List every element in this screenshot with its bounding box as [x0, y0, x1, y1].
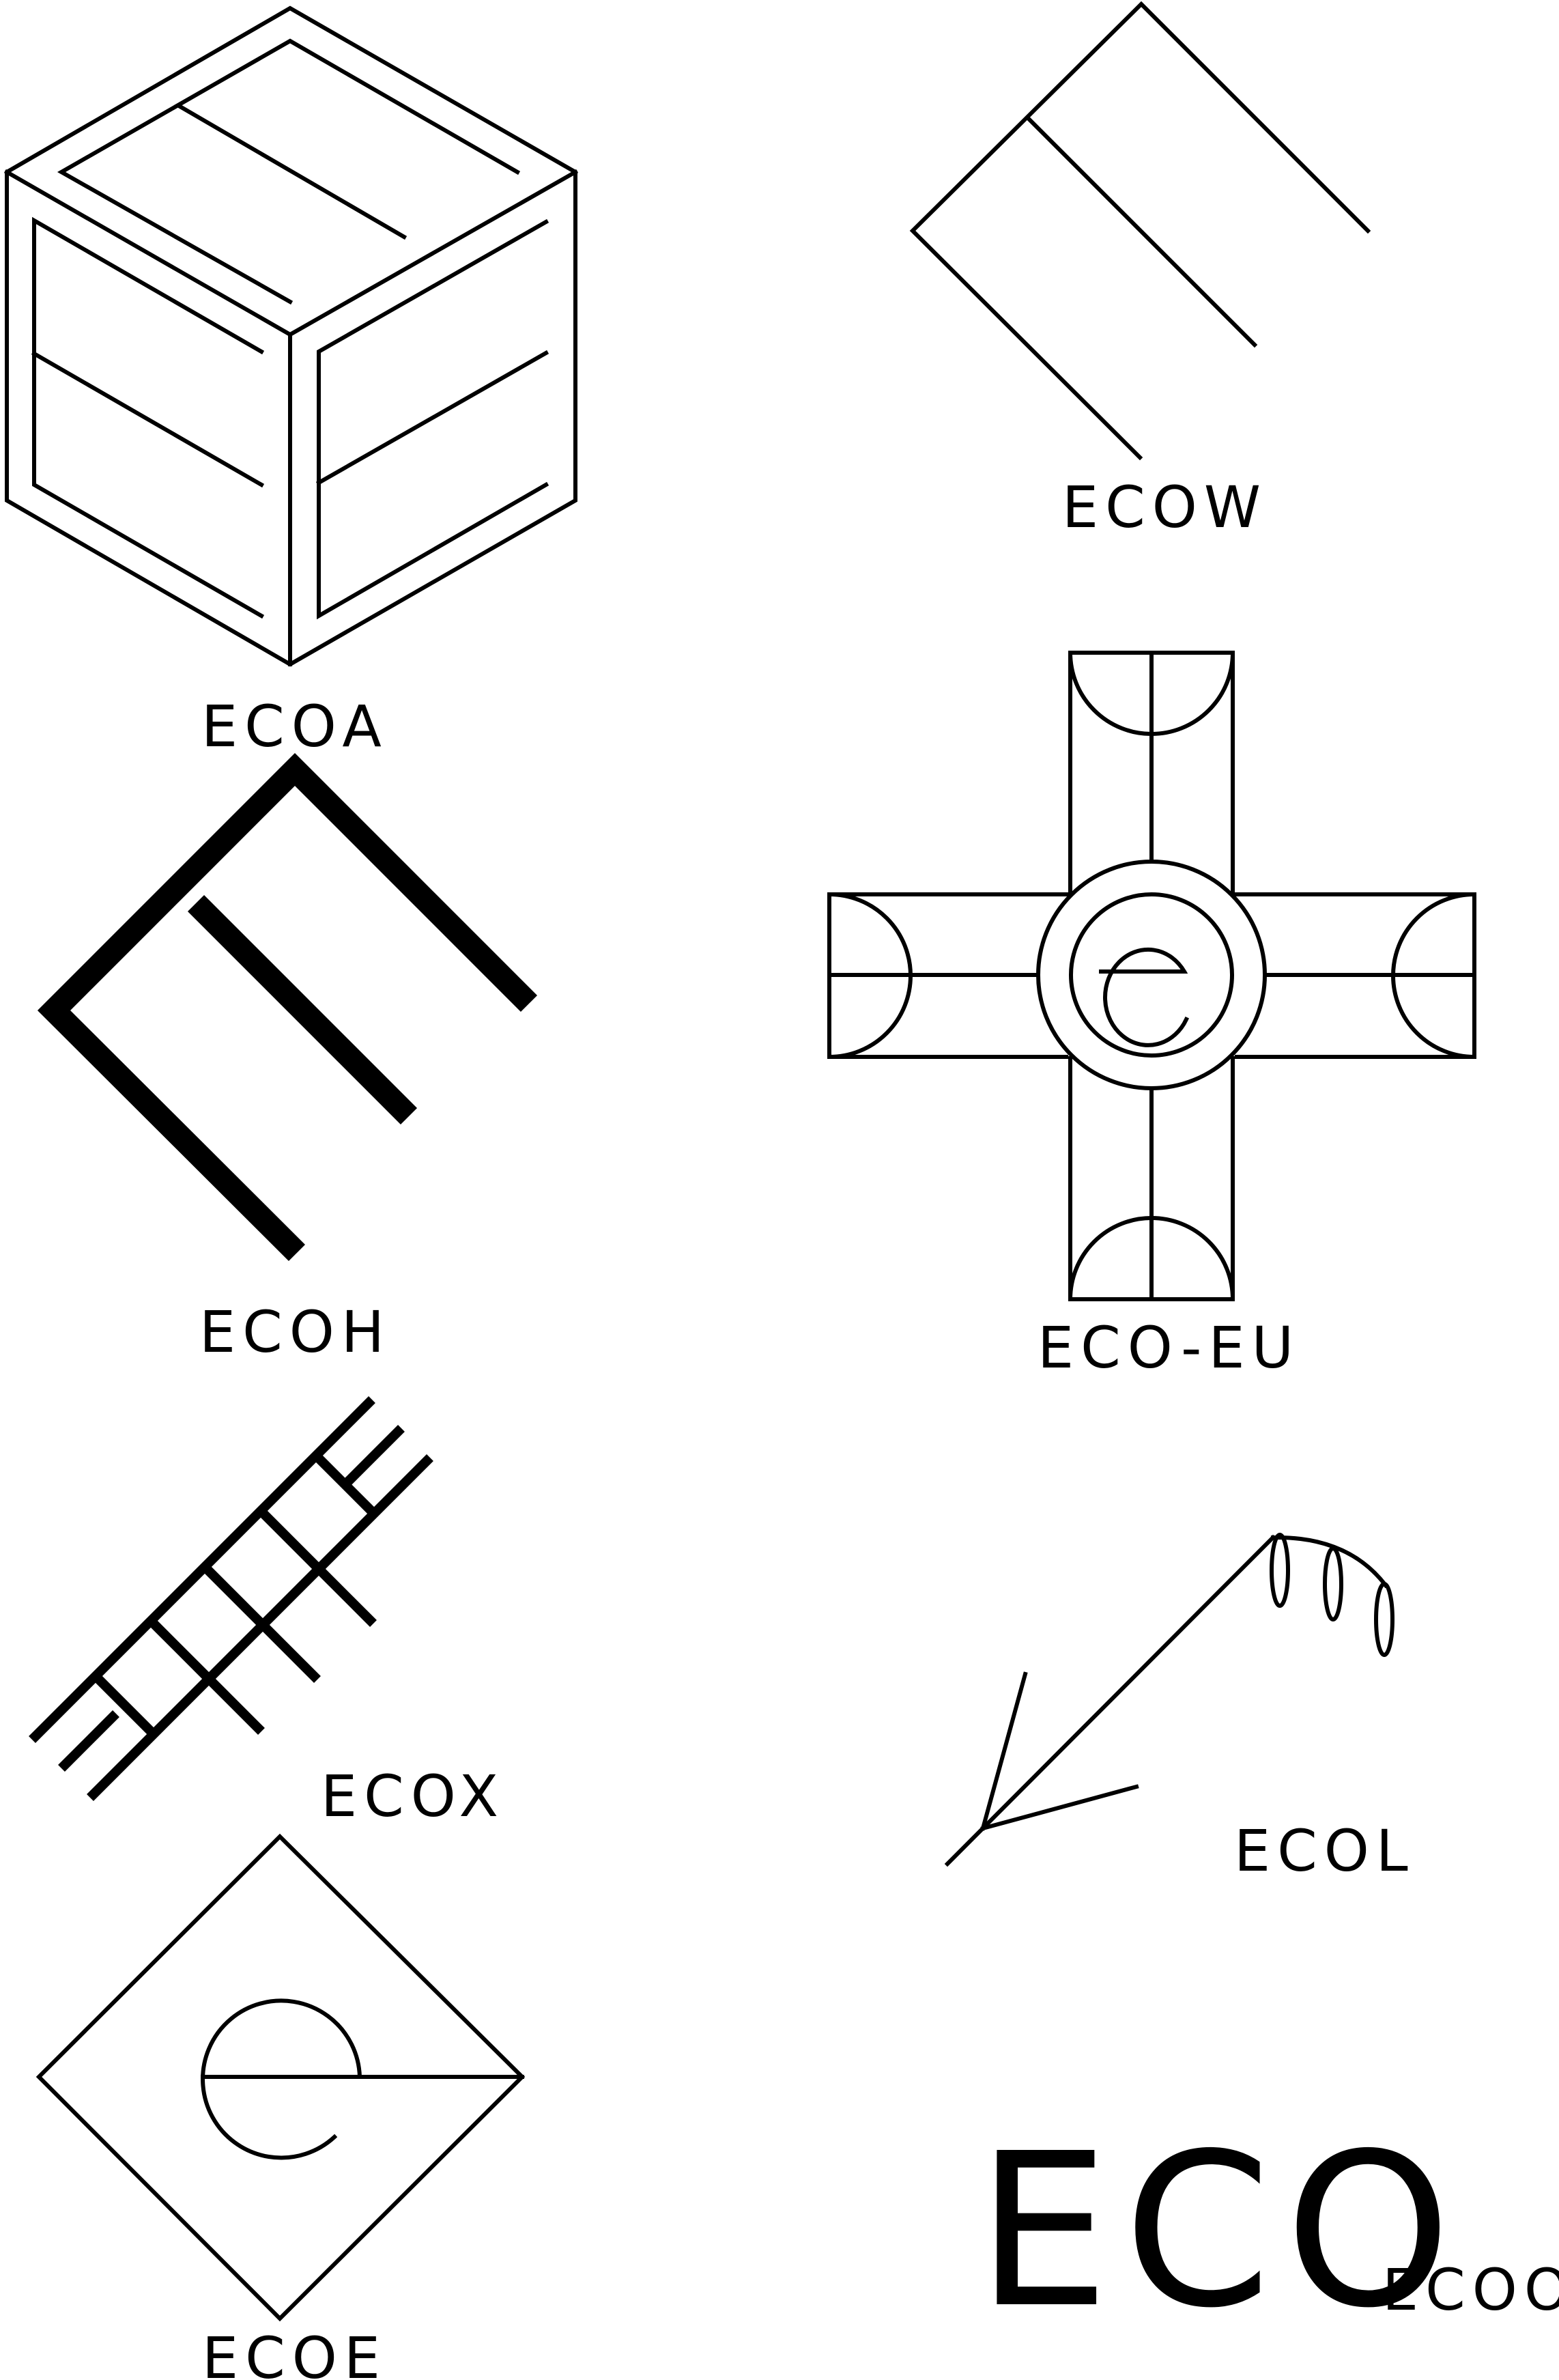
- caption-ecox: ECOX: [321, 1763, 505, 1830]
- arrow-vine-icon: [944, 1533, 1394, 1867]
- rotated-E-outline-icon: [909, 1, 1371, 461]
- caption-ecow: ECOW: [1062, 474, 1268, 541]
- caption-ecol: ECOL: [1234, 1817, 1415, 1884]
- isometric-cube-E-icon: [3, 5, 579, 667]
- caption-ecoa: ECOA: [201, 693, 388, 760]
- caption-ecoo: ECOO: [1382, 2256, 1559, 2323]
- eco-wordmark-text: ECO: [976, 2108, 1465, 2355]
- rotated-E-bold-icon: [37, 752, 538, 1262]
- caption-ecoe: ECOE: [202, 2325, 387, 2380]
- eco-wordmark-icon: ECO: [976, 2108, 1465, 2355]
- caption-ecoeu: ECO-EU: [1038, 1314, 1300, 1381]
- cross-circle-e-icon: [827, 650, 1477, 1302]
- ladder-E-icon: [29, 1396, 433, 1801]
- caption-ecoh: ECOH: [199, 1299, 391, 1365]
- diamond-e-icon: [35, 1833, 526, 2322]
